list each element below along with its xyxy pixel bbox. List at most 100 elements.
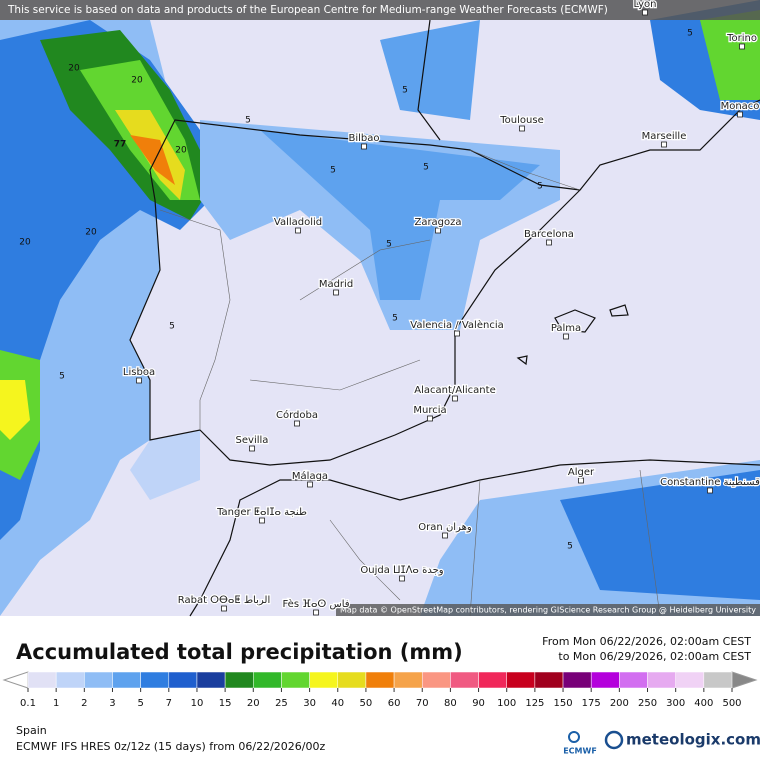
city-label: Barcelona	[524, 229, 574, 240]
contour-label: 5	[392, 314, 398, 324]
attribution: Map data © OpenStreetMap contributors, r…	[340, 606, 756, 615]
city-label: Lisboa	[123, 367, 155, 378]
ecmwf-logo: ECMWF	[563, 747, 597, 756]
colorbar-box	[534, 671, 564, 689]
colorbar-label: 200	[610, 698, 629, 709]
legend-title: Accumulated total precipitation (mm)	[16, 640, 463, 664]
colorbar-label: 80	[444, 698, 457, 709]
notice: This service is based on data and produc…	[7, 4, 608, 16]
colorbar-box	[168, 671, 198, 689]
contour-label: 20	[175, 146, 187, 156]
city-marker	[259, 517, 265, 524]
attribution-bar	[336, 604, 760, 616]
contour-label: 5	[423, 163, 429, 173]
city-label: Lyon	[633, 0, 656, 10]
city-marker	[563, 333, 569, 340]
colorbar-label: 2	[81, 698, 87, 709]
contour-label: 5	[330, 166, 336, 176]
colorbar-box	[140, 671, 170, 689]
city-label: Tanger ⵟⴰⵏⵊⴰ طنجة	[216, 507, 307, 518]
colorbar-label: 20	[247, 698, 260, 709]
city-marker	[307, 481, 313, 488]
colorbar-box	[196, 671, 226, 689]
colorbar-label: 175	[582, 698, 601, 709]
contour-label: 5	[59, 372, 65, 382]
colorbar-label: 3	[109, 698, 115, 709]
city-marker	[519, 125, 525, 132]
colorbar-label: 25	[275, 698, 288, 709]
colorbar-label: 70	[416, 698, 429, 709]
city-label: Palma	[551, 323, 581, 334]
city-marker	[294, 420, 300, 427]
colorbar-box	[478, 671, 507, 689]
colorbar-box	[421, 671, 451, 689]
contour-label: 5	[537, 182, 543, 192]
city-marker	[313, 609, 319, 616]
city-label: Alger	[568, 467, 595, 478]
ecmwf-icon	[568, 731, 580, 743]
contour-label: 5	[402, 86, 408, 96]
city-label: Málaga	[292, 470, 328, 482]
france-coast	[417, 19, 760, 191]
contour-label: 20	[19, 238, 31, 248]
colorbar-label: 15	[219, 698, 232, 709]
city-label: Murcia	[413, 405, 446, 416]
colorbar-label: 125	[525, 698, 544, 709]
colorbar-label: 60	[388, 698, 401, 709]
colorbar-box	[506, 671, 536, 689]
city-label: Sevilla	[236, 435, 269, 446]
city-label: Oujda ⵡⵊⴷⴰ وجدة	[360, 565, 443, 576]
colorbar-box	[590, 671, 620, 689]
colorbar-label: 500	[722, 698, 741, 709]
africa-coast	[189, 459, 760, 617]
city-label: Alacant/Alicante	[414, 385, 495, 396]
city-marker	[739, 43, 745, 50]
city-label: Rabat ⵔⴱⴰⵟ الرباط	[178, 595, 270, 606]
colorbar-label: 7	[166, 698, 172, 709]
city-label: Monaco	[721, 101, 760, 112]
colorbar-label: 400	[694, 698, 713, 709]
city-label: Oran وهران	[418, 522, 472, 533]
colorbar-box	[337, 671, 367, 689]
colorbar-label: 40	[331, 698, 344, 709]
city-label: Constantine قسنطينة	[660, 477, 760, 488]
colorbar-box	[393, 671, 423, 689]
city-marker	[435, 227, 441, 234]
city-label: Fès ⴼⴰⵙ فاس	[282, 598, 349, 610]
contour-label: 77	[114, 140, 127, 150]
colorbar-box	[281, 671, 310, 689]
city-label: Zaragoza	[414, 217, 461, 228]
colorbar-label: 0.1	[20, 698, 36, 709]
contour-label: 5	[687, 29, 693, 39]
brand-icon	[604, 730, 624, 750]
colorbar-label: 50	[360, 698, 373, 709]
city-label: Madrid	[319, 279, 353, 290]
contour-label: 20	[68, 64, 80, 74]
city-marker	[221, 605, 227, 612]
city-label: Toulouse	[499, 115, 543, 126]
colorbar-box	[675, 671, 705, 689]
colorbar-end	[2, 671, 29, 689]
city-marker	[578, 477, 584, 484]
colorbar-box	[309, 671, 339, 689]
colorbar-box	[365, 671, 395, 689]
city-marker	[546, 239, 552, 246]
city-marker	[454, 330, 460, 337]
city-label: Valladolid	[274, 217, 322, 228]
precip-area	[560, 470, 760, 600]
colorbar-box	[647, 671, 676, 689]
colorbar-box	[562, 671, 592, 689]
region: Spain	[16, 724, 47, 737]
date-from: From Mon 06/22/2026, 02:00am CEST	[542, 635, 751, 648]
city-marker	[361, 143, 367, 150]
colorbar-box	[84, 671, 113, 689]
borders	[159, 149, 661, 617]
precip-area	[380, 20, 480, 120]
city-label: Marseille	[642, 131, 687, 142]
colorbar-label: 90	[472, 698, 485, 709]
city-marker	[399, 575, 405, 582]
city-marker	[737, 111, 743, 118]
colorbar-box	[224, 671, 254, 689]
city-label: Córdoba	[276, 409, 318, 421]
city-label: Bilbao	[348, 133, 379, 144]
